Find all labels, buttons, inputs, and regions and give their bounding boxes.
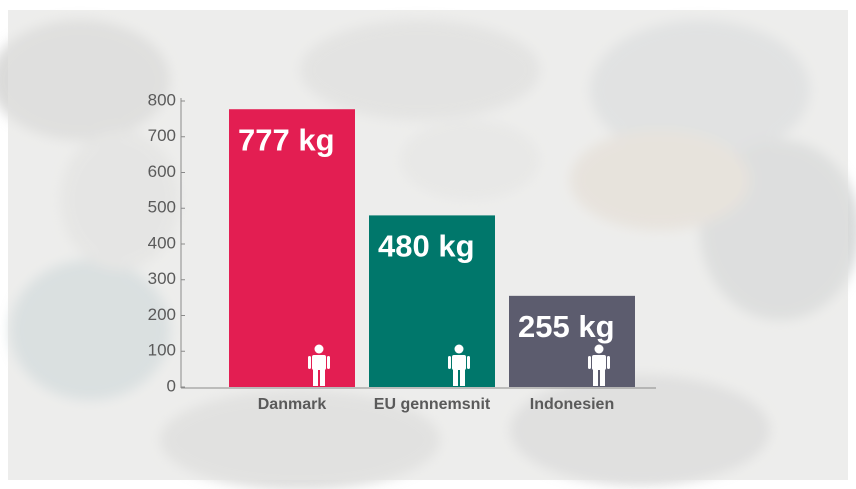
person-icon-part <box>460 369 465 386</box>
chart: 0 100 200 300 400 500 600 700 800 Danmark 777 kg EU… <box>0 0 856 489</box>
person-icon-part <box>452 355 466 370</box>
person-icon-part <box>455 345 464 354</box>
person-icon-part <box>588 356 591 369</box>
y-tick-label: 600 <box>148 162 176 181</box>
x-tick-label: Indonesien <box>530 396 614 413</box>
y-tick-label: 500 <box>148 198 176 217</box>
person-icon-part <box>448 356 451 369</box>
person-icon-part <box>315 345 324 354</box>
y-tick-label: 400 <box>148 233 176 252</box>
person-icon-part <box>595 345 604 354</box>
person-icon-part <box>607 356 610 369</box>
y-tick-label: 700 <box>148 126 176 145</box>
value-label: 480 kg <box>378 229 475 264</box>
person-icon-part <box>320 369 325 386</box>
value-label: 255 kg <box>518 309 615 344</box>
person-icon-part <box>308 356 311 369</box>
person-icon-part <box>467 356 470 369</box>
person-icon-part <box>592 355 606 370</box>
y-tick-label: 100 <box>148 341 176 360</box>
y-tick-label: 200 <box>148 305 176 324</box>
person-icon-part <box>327 356 330 369</box>
y-tick-label: 0 <box>167 376 176 395</box>
person-icon-part <box>593 369 598 386</box>
y-tick-label: 800 <box>148 90 176 109</box>
y-tick-label: 300 <box>148 269 176 288</box>
x-tick-label: Danmark <box>258 396 327 413</box>
person-icon-part <box>312 355 326 370</box>
person-icon-part <box>313 369 318 386</box>
person-icon-part <box>600 369 605 386</box>
person-icon-part <box>453 369 458 386</box>
x-tick-label: EU gennemsnit <box>374 396 491 413</box>
value-label: 777 kg <box>238 122 335 157</box>
